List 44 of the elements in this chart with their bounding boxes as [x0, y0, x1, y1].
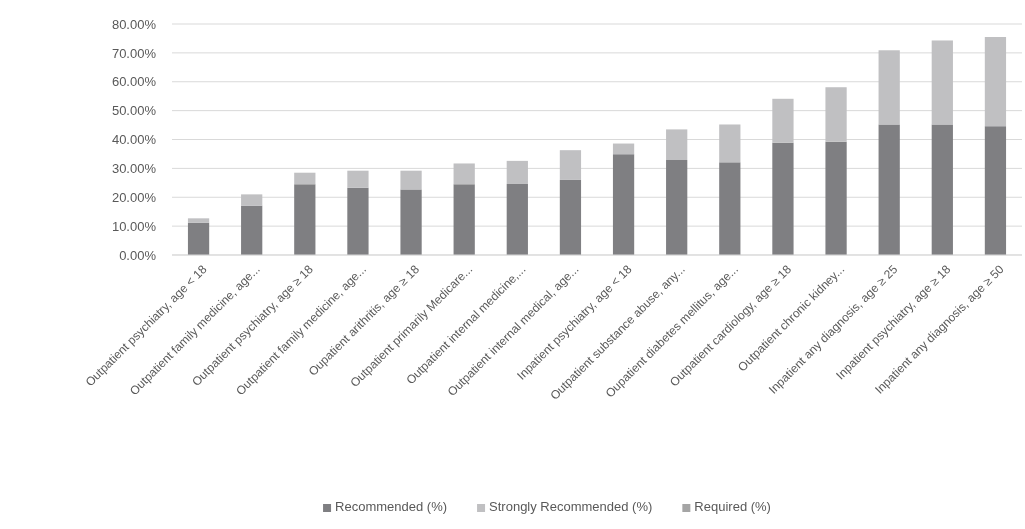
y-tick-label: 70.00%: [111, 45, 157, 61]
bar: [612, 143, 635, 155]
bar: [825, 141, 847, 255]
bar: [187, 218, 210, 223]
bar: [719, 124, 741, 163]
y-tick-label: 0.00%: [119, 247, 157, 263]
bar: [772, 98, 794, 143]
bar: [453, 184, 475, 255]
bar: [931, 40, 953, 125]
y-tick-label: 60.00%: [111, 74, 157, 90]
bar: [666, 129, 688, 160]
y-tick-label: 50.00%: [111, 103, 157, 119]
bar: [347, 187, 369, 255]
bar: [772, 142, 794, 255]
bar: [559, 179, 582, 255]
y-tick-label: 30.00%: [111, 161, 157, 177]
bar: [719, 162, 741, 255]
y-tick-label: 10.00%: [111, 218, 157, 234]
bar: [241, 194, 263, 206]
legend-label: Strongly Recommended (%): [489, 499, 653, 514]
y-tick-label: 20.00%: [111, 189, 157, 205]
bar: [559, 150, 582, 180]
legend-label: Required (%): [694, 499, 771, 514]
bar: [666, 160, 688, 255]
bar: [506, 160, 528, 184]
bar: [984, 36, 1007, 127]
bar: [294, 184, 316, 255]
bar: [294, 172, 316, 185]
bar: [825, 87, 847, 142]
bar: [187, 222, 210, 255]
bar: [453, 163, 475, 185]
bar: [241, 205, 263, 255]
bar: [506, 183, 528, 255]
y-tick-label: 80.00%: [111, 16, 157, 32]
bar: [400, 189, 422, 255]
bar: [347, 170, 369, 188]
bar: [931, 124, 953, 255]
bar: [878, 124, 900, 255]
y-tick-label: 40.00%: [111, 132, 157, 148]
bar: [878, 50, 900, 125]
bar: [400, 170, 422, 190]
bar: [612, 154, 635, 255]
legend-label: Recommended (%): [335, 499, 448, 514]
bar: [984, 126, 1007, 255]
